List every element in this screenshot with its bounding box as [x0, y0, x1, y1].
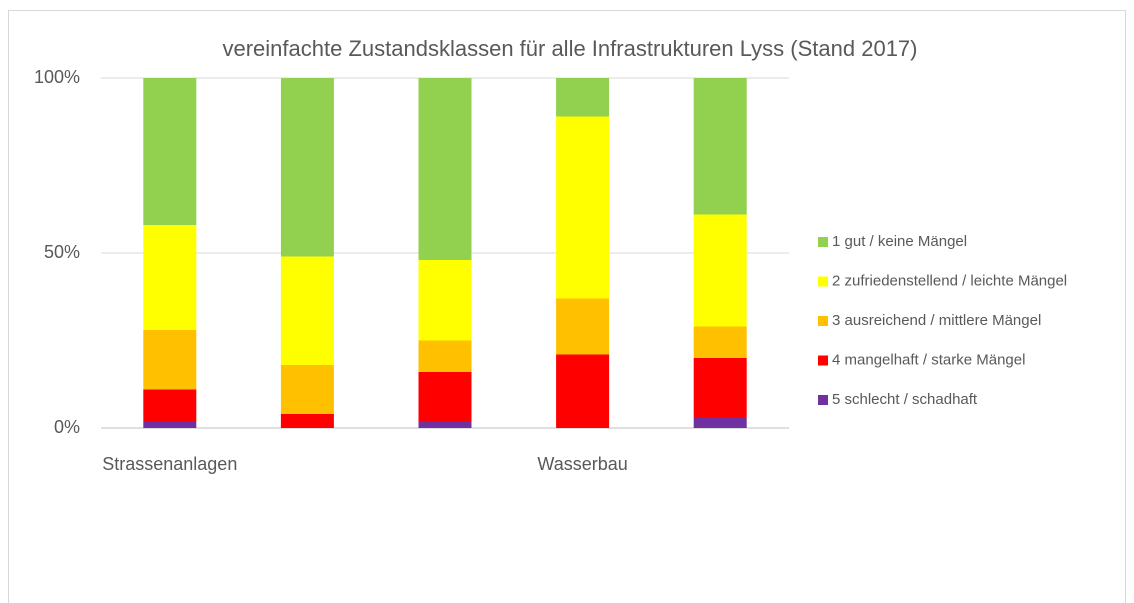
bar-segment	[143, 421, 197, 428]
bar-segment	[418, 372, 472, 421]
x-tick-label: Strassenanlagen	[102, 454, 237, 474]
bar-segment	[556, 116, 610, 299]
bar-segment	[280, 365, 334, 414]
legend-label: 4 mangelhaft / starke Mängel	[832, 351, 1025, 368]
bar-segment	[693, 214, 747, 327]
legend-swatch	[818, 237, 828, 247]
bar-segment	[418, 78, 472, 260]
bar-segment	[693, 78, 747, 215]
y-tick-label: 100%	[34, 67, 80, 87]
bar-segment	[556, 298, 610, 355]
bar-segment	[418, 340, 472, 372]
bar-segment	[556, 78, 610, 117]
legend-swatch	[818, 355, 828, 366]
bar-segment	[418, 260, 472, 341]
legend-swatch	[818, 316, 828, 326]
chart-title: vereinfachte Zustandsklassen für alle In…	[223, 36, 918, 61]
bar-segment	[143, 225, 197, 330]
legend-label: 3 ausreichend / mittlere Mängel	[832, 312, 1041, 329]
bar-segment	[143, 78, 197, 225]
bar-segment	[556, 354, 610, 428]
bar-segment	[143, 330, 197, 390]
legend-label: 5 schlecht / schadhaft	[832, 391, 978, 408]
legend-label: 1 gut / keine Mängel	[832, 233, 967, 250]
bar-segment	[693, 417, 747, 428]
y-tick-label: 0%	[54, 417, 80, 437]
bar-segment	[693, 326, 747, 358]
bar-segment	[280, 78, 334, 257]
legend-swatch	[818, 395, 828, 405]
bar-segment	[280, 256, 334, 365]
legend-label: 2 zufriedenstellend / leichte Mängel	[832, 272, 1067, 289]
x-tick-label: Wasserbau	[537, 454, 627, 474]
bar-segment	[280, 414, 334, 428]
bar-segment	[418, 421, 472, 428]
bar-segment	[143, 389, 197, 421]
legend-swatch	[818, 276, 828, 287]
y-tick-label: 50%	[44, 242, 80, 262]
bar-segment	[693, 358, 747, 418]
